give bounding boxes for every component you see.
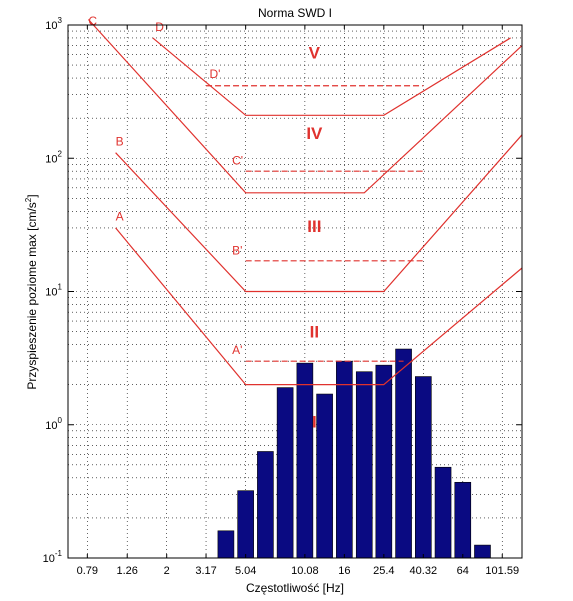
bar — [395, 348, 412, 559]
bar — [474, 544, 491, 559]
limit-curve-d — [152, 37, 511, 116]
y-axis-label-main: Przyspieszenie poziome max [cm/s — [25, 202, 39, 389]
axis-ticks: 0.79 1.26 2 3.17 5.04 10.08 16 25.4 40.32 64 101.5… — [43, 16, 522, 577]
x-tick-label: 1.26 — [117, 565, 138, 577]
x-tick-label: 64 — [457, 565, 469, 577]
bar — [217, 530, 235, 559]
curve-label: A' — [232, 343, 242, 357]
bar — [434, 466, 452, 559]
bar — [336, 360, 353, 559]
y-axis-label-end: ] — [25, 194, 39, 197]
zone-label: I — [312, 413, 317, 432]
y-tick-label: 101 — [45, 283, 62, 299]
y-tick-label: 10-1 — [43, 549, 63, 565]
curve-label: C' — [232, 153, 243, 167]
zone-label: II — [310, 323, 319, 342]
curve-label: C — [88, 14, 97, 28]
x-tick-label: 10.08 — [291, 565, 319, 577]
x-tick-label: 25.4 — [373, 565, 394, 577]
x-tick-label: 16 — [338, 565, 350, 577]
bar — [296, 362, 314, 559]
x-tick-label: 101.59 — [485, 565, 519, 577]
x-tick-label: 5.04 — [235, 565, 256, 577]
bar — [415, 376, 432, 559]
y-tick-label: 100 — [45, 416, 62, 432]
y-axis-label-sup: 2 — [24, 197, 33, 202]
bar — [237, 490, 254, 559]
bar — [276, 387, 294, 559]
y-axis-label: Przyspieszenie poziome max [cm/s2] — [24, 194, 39, 389]
bar — [454, 481, 472, 559]
x-tick-label: 2 — [164, 565, 170, 577]
curve-label: D — [155, 20, 164, 34]
bar — [257, 451, 274, 559]
bar — [316, 393, 333, 559]
zone-label: IV — [306, 124, 323, 143]
limit-curve-b — [115, 134, 523, 293]
curve-label: B — [116, 134, 124, 148]
y-tick-label: 103 — [45, 16, 62, 32]
zone-label: V — [309, 44, 321, 63]
x-tick-label: 0.79 — [77, 565, 98, 577]
y-tick-label: 102 — [45, 149, 62, 165]
bar — [375, 364, 393, 559]
curve-label: D' — [209, 67, 220, 81]
x-tick-label: 3.17 — [195, 565, 216, 577]
x-tick-label: 40.32 — [410, 565, 438, 577]
bar-series — [217, 348, 491, 559]
limit-curve-a — [115, 227, 523, 386]
curve-label: B' — [232, 243, 242, 257]
bar — [355, 371, 373, 559]
x-axis-label: Częstotliwość [Hz] — [246, 581, 344, 595]
limit-curves — [87, 19, 523, 386]
zone-label: III — [307, 217, 321, 236]
curve-label: A — [116, 210, 124, 224]
limit-curve-c — [87, 19, 523, 194]
chart-title: Norma SWD I — [258, 6, 332, 20]
